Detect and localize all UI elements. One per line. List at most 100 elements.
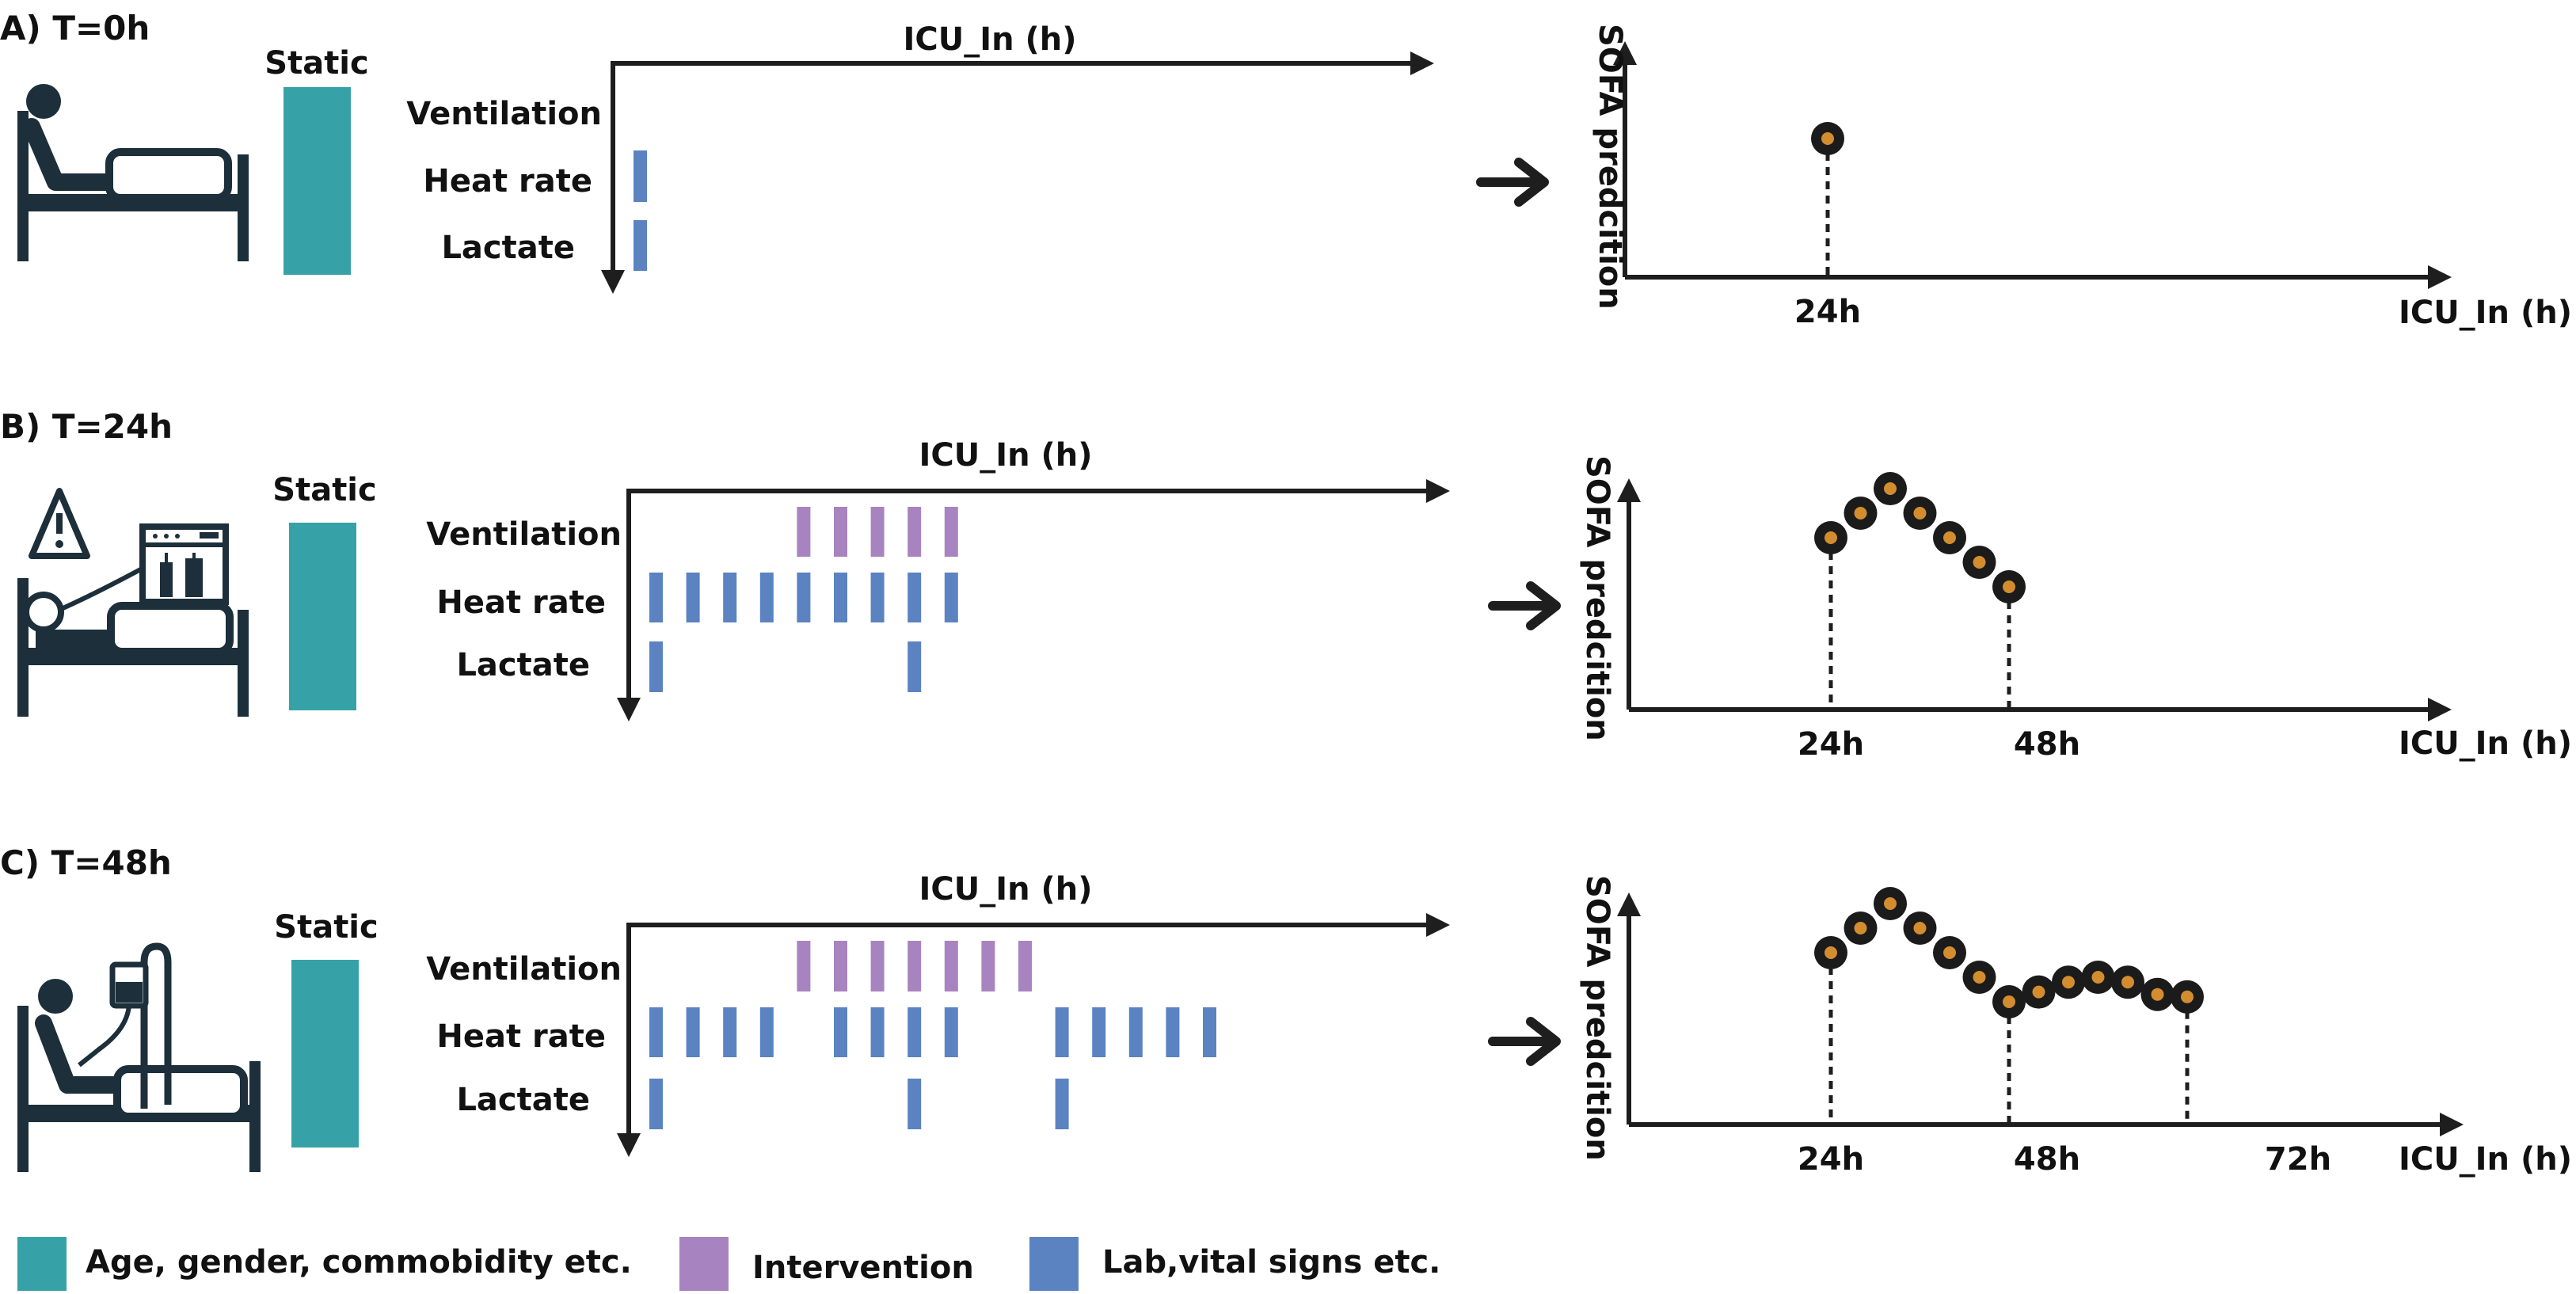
panel-a-title: A) T=0h	[0, 9, 150, 48]
sofa-point-center	[1913, 507, 1927, 520]
time-axis-label: ICU_In (h)	[919, 437, 1092, 474]
sofa-point-center	[2121, 976, 2134, 989]
sofa-point-center	[1943, 531, 1956, 544]
pred-tick-label: 24h	[1798, 726, 1864, 763]
row-label-lactate: Lactate	[456, 1082, 590, 1118]
flow-arrow	[1476, 158, 1549, 207]
ventilation-bar	[1018, 941, 1032, 991]
lactate-bar	[634, 220, 647, 271]
static-label: Static	[272, 472, 376, 508]
heart-bar	[1092, 1007, 1106, 1057]
heart-bar	[634, 150, 647, 202]
heart-bar	[686, 573, 700, 622]
heart-bar	[944, 1007, 958, 1057]
ventilation-bar	[907, 941, 922, 991]
legend-label-intervention: Intervention	[752, 1250, 974, 1286]
sofa-point-center	[2032, 985, 2045, 999]
heart-bar	[649, 573, 663, 622]
sofa-point-center	[1973, 556, 1986, 569]
panel-c: C) T=48h Static Ventilation Heat rate La…	[0, 843, 2572, 1178]
heart-bar	[870, 1007, 885, 1057]
sofa-point-center	[1943, 946, 1956, 959]
pred-tick-label: 24h	[1798, 1141, 1864, 1178]
row-label-ventilation: Ventilation	[426, 516, 622, 553]
sofa-point-center	[1973, 971, 1986, 984]
sofa-point-center	[2181, 990, 2194, 1003]
static-block	[291, 960, 359, 1147]
ventilation-bar	[834, 507, 847, 557]
legend-label-lab: Lab,vital signs etc.	[1102, 1244, 1440, 1281]
ventilation-bar	[944, 507, 958, 557]
heart-bar	[1055, 1007, 1069, 1057]
patient-ventilator-warning-icon	[17, 488, 249, 717]
pred-y-label: SOFA predcition	[1592, 24, 1628, 310]
sofa-point-center	[1821, 132, 1834, 145]
sofa-point-center	[1884, 482, 1897, 495]
legend: Age, gender, commobidity etc. Interventi…	[17, 1237, 1440, 1291]
sofa-point-center	[1825, 531, 1837, 544]
row-label-heart-rate: Heat rate	[436, 1018, 606, 1055]
pred-tick-label: 72h	[2265, 1141, 2331, 1178]
heart-bar	[723, 1007, 737, 1057]
heart-bar	[1203, 1007, 1216, 1057]
heart-bar	[649, 1007, 663, 1057]
heart-bar	[1166, 1007, 1180, 1057]
flow-arrow	[1488, 1017, 1561, 1066]
sofa-point-center	[2091, 971, 2105, 984]
ventilation-bar	[944, 941, 958, 991]
sofa-point-center	[1854, 922, 1867, 934]
row-label-heart-rate: Heat rate	[423, 163, 592, 200]
pred-tick-label: 48h	[2014, 1141, 2080, 1178]
heart-bar	[834, 1007, 847, 1057]
panel-c-title: C) T=48h	[0, 843, 172, 882]
static-label: Static	[264, 45, 368, 82]
pred-x-label: ICU_In (h)	[2399, 725, 2572, 762]
heart-bar	[1128, 1007, 1143, 1057]
sofa-point-center	[2003, 580, 2015, 593]
row-label-lactate: Lactate	[456, 647, 590, 683]
pred-y-label: SOFA predcition	[1579, 875, 1615, 1161]
heart-bar	[870, 573, 885, 622]
patient-in-bed-icon	[17, 84, 249, 261]
ventilation-bar	[870, 507, 885, 557]
pred-tick-label: 24h	[1794, 294, 1861, 330]
lactate-bar	[649, 641, 663, 692]
sofa-point-center	[2151, 988, 2164, 1001]
ventilation-bar	[981, 941, 995, 991]
pred-x-label: ICU_In (h)	[2399, 1141, 2572, 1178]
sofa-point-center	[2062, 976, 2075, 989]
legend-item-intervention: Intervention	[679, 1237, 974, 1291]
ventilation-bar	[797, 941, 811, 991]
sofa-point-center	[2003, 995, 2015, 1008]
lactate-bar	[1055, 1079, 1069, 1129]
ventilation-bar	[797, 507, 811, 557]
heart-bar	[834, 573, 847, 622]
static-block	[283, 87, 351, 275]
row-label-ventilation: Ventilation	[406, 96, 602, 132]
legend-label-static: Age, gender, commobidity etc.	[86, 1244, 632, 1281]
sofa-point-center	[1825, 946, 1837, 959]
legend-swatch-static	[17, 1237, 67, 1291]
row-label-lactate: Lactate	[441, 230, 575, 266]
heart-bar	[907, 573, 922, 622]
legend-swatch-intervention	[679, 1237, 729, 1291]
lactate-bar	[907, 1079, 922, 1129]
row-label-heart-rate: Heat rate	[436, 584, 606, 621]
sofa-point-center	[1854, 507, 1867, 520]
sofa-point-center	[1913, 922, 1927, 934]
ventilation-bar	[834, 941, 847, 991]
pred-x-label: ICU_In (h)	[2399, 295, 2572, 331]
heart-bar	[723, 573, 737, 622]
panel-b: B) T=24h Static Ventilation He	[0, 407, 2572, 763]
patient-iv-drip-icon	[17, 942, 261, 1172]
heart-bar	[686, 1007, 700, 1057]
legend-item-lab: Lab,vital signs etc.	[1029, 1237, 1440, 1291]
heart-bar	[797, 573, 811, 622]
time-axis-label: ICU_In (h)	[903, 21, 1076, 58]
ventilation-bar	[870, 941, 885, 991]
flow-arrow	[1488, 581, 1561, 630]
static-block	[289, 523, 356, 710]
lactate-bar	[907, 641, 922, 692]
time-axis-label: ICU_In (h)	[919, 871, 1092, 908]
pred-y-label: SOFA predcition	[1579, 455, 1615, 741]
